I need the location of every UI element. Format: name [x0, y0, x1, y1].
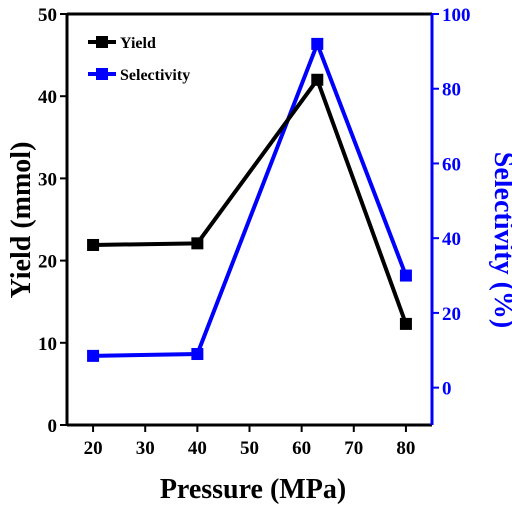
y-right-tick-label: 40	[442, 229, 461, 250]
y-right-tick-label: 80	[442, 80, 461, 101]
y-right-tick-label: 20	[442, 304, 461, 325]
y-left-tick-label: 20	[38, 252, 57, 273]
selectivity-line	[93, 38, 408, 358]
series-layer	[87, 37, 412, 362]
legend-selectivity-marker	[96, 68, 108, 80]
plot-frame	[65, 12, 434, 427]
legend-selectivity-label: Selectivity	[120, 67, 190, 84]
selectivity-point	[399, 269, 412, 282]
yield-line	[93, 75, 408, 325]
y-right-axis: 0 20 40 60 80 100	[432, 5, 471, 400]
y-right-tick-label: 0	[442, 379, 452, 400]
x-axis: 20 30 40 50 60 70 80	[84, 425, 415, 459]
legend-yield-marker	[96, 36, 108, 48]
x-tick-label: 50	[240, 438, 259, 459]
y-right-axis-title: Selectivity (%)	[488, 152, 512, 329]
x-tick-label: 30	[136, 438, 155, 459]
legend-yield-label: Yield	[120, 35, 156, 52]
x-axis-title: Pressure (MPa)	[160, 474, 346, 505]
yield-point	[87, 238, 100, 251]
y-right-tick-label: 100	[442, 5, 471, 26]
y-right-tick-label: 60	[442, 154, 461, 175]
selectivity-point	[87, 349, 100, 362]
x-tick-label: 80	[396, 438, 415, 459]
x-tick-label: 70	[344, 438, 363, 459]
y-left-tick-label: 40	[38, 87, 57, 108]
legend: Yield Selectivity	[88, 35, 190, 84]
y-left-tick-label: 0	[48, 416, 58, 437]
x-tick-label: 20	[84, 438, 103, 459]
y-left-tick-label: 50	[38, 5, 57, 26]
y-left-axis: 0 10 20 30 40 50	[38, 5, 67, 437]
selectivity-point	[311, 37, 324, 50]
selectivity-point	[191, 348, 204, 361]
y-left-tick-label: 30	[38, 169, 57, 190]
yield-point	[399, 317, 412, 330]
y-left-axis-title: Yield (mmol)	[6, 142, 37, 299]
x-tick-label: 40	[188, 438, 207, 459]
y-left-tick-label: 10	[38, 334, 57, 355]
yield-point	[311, 73, 324, 86]
x-tick-label: 60	[292, 438, 311, 459]
yield-point	[191, 237, 204, 250]
